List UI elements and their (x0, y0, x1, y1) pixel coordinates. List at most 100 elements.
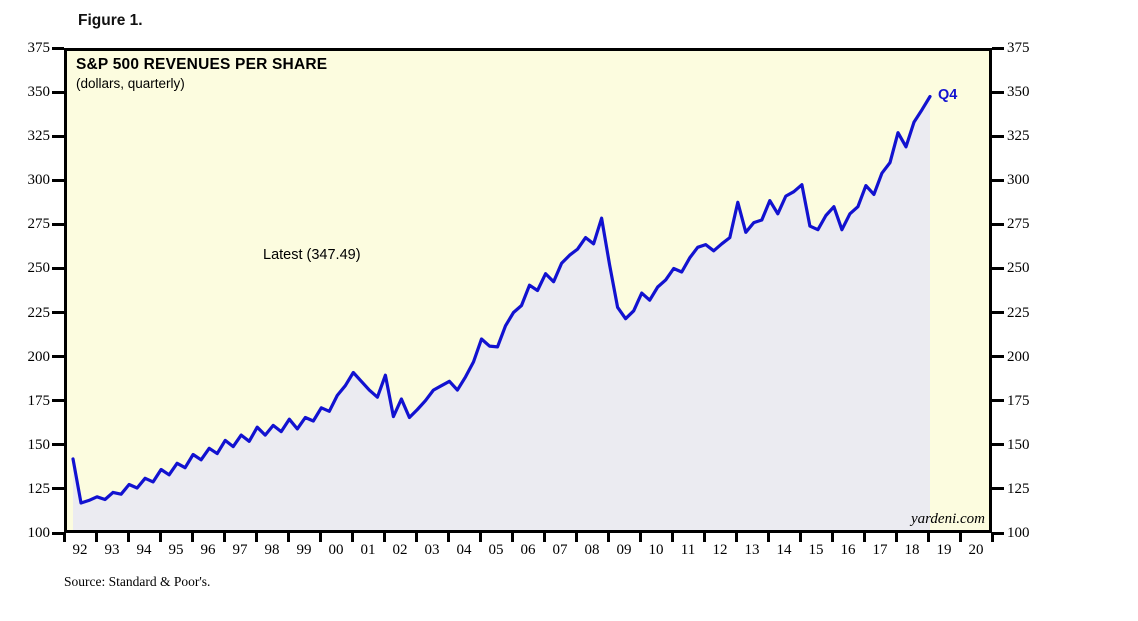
x-axis-tick (190, 533, 194, 542)
chart-subtitle: (dollars, quarterly) (76, 76, 185, 91)
x-axis-tick (734, 533, 738, 542)
y-axis-label-left: 175 (27, 392, 51, 409)
y-axis-tick-left (52, 487, 64, 491)
x-axis-tick (606, 533, 610, 542)
x-axis-tick (158, 533, 162, 542)
x-axis-label: 96 (200, 542, 216, 558)
x-axis-label: 12 (712, 542, 728, 558)
x-axis-label: 99 (296, 542, 312, 558)
x-axis-label: 08 (584, 542, 600, 558)
chart-title: S&P 500 REVENUES PER SHARE (76, 56, 328, 73)
x-axis-tick (94, 533, 98, 542)
y-axis-label-left: 275 (27, 216, 51, 233)
x-axis-label: 00 (328, 542, 344, 558)
y-axis-label-left: 100 (27, 525, 51, 541)
y-axis-tick-right (992, 311, 1004, 315)
x-axis-label: 01 (360, 542, 376, 558)
y-axis-tick-right (992, 134, 1004, 138)
x-axis-label: 03 (424, 542, 440, 558)
chart-plot-area: S&P 500 REVENUES PER SHARE (dollars, qua… (64, 48, 992, 533)
figure-label: Figure 1. (78, 12, 143, 29)
x-axis-tick (478, 533, 482, 542)
x-axis-label: 19 (936, 542, 952, 558)
y-axis-tick-right (992, 487, 1004, 491)
x-axis-label: 10 (648, 542, 664, 558)
y-axis-tick-right (992, 399, 1004, 403)
y-axis-label-right: 275 (1007, 216, 1030, 233)
x-axis-label: 14 (776, 542, 792, 558)
x-axis-label: 09 (616, 542, 632, 558)
y-axis-tick-left (52, 222, 64, 226)
x-axis-tick (702, 533, 706, 542)
y-axis-tick-right (992, 90, 1004, 94)
x-axis-label: 02 (392, 542, 408, 558)
x-axis-tick (318, 533, 322, 542)
x-axis-label: 06 (520, 542, 536, 558)
revenue-line-chart (71, 94, 932, 530)
y-axis-tick-left (52, 90, 64, 94)
y-axis-label-right: 325 (1007, 128, 1030, 145)
y-axis-tick-left (52, 355, 64, 359)
y-axis-tick-left (52, 134, 64, 138)
y-axis-tick-right (992, 178, 1004, 182)
x-axis-label: 15 (808, 542, 824, 558)
y-axis-label-right: 200 (1007, 348, 1030, 365)
x-axis-tick (62, 533, 66, 542)
y-axis-label-left: 325 (27, 128, 51, 145)
x-axis-tick (958, 533, 962, 542)
x-axis-tick (254, 533, 258, 542)
y-axis-label-left: 200 (27, 348, 51, 365)
x-axis-label: 11 (680, 542, 696, 558)
x-axis-tick (510, 533, 514, 542)
x-axis-tick (798, 533, 802, 542)
x-axis-tick (382, 533, 386, 542)
x-axis-label: 04 (456, 542, 472, 558)
y-axis-tick-right (992, 222, 1004, 226)
y-axis-tick-right (992, 443, 1004, 447)
x-axis-label: 93 (104, 542, 120, 558)
x-axis-tick (222, 533, 226, 542)
x-axis-label: 17 (872, 542, 888, 558)
y-axis-label-right: 100 (1007, 525, 1030, 541)
y-axis-tick-left (52, 266, 64, 270)
y-axis-tick-left (52, 46, 64, 50)
x-axis-tick (446, 533, 450, 542)
y-axis-label-right: 350 (1007, 84, 1030, 101)
y-axis-label-left: 250 (27, 260, 51, 277)
y-axis-tick-right (992, 531, 1004, 535)
x-axis-tick (894, 533, 898, 542)
y-axis-label-left: 300 (27, 172, 51, 189)
x-axis-tick (126, 533, 130, 542)
series-end-label-q4: Q4 (938, 87, 958, 103)
revenue-series-line (71, 94, 932, 505)
x-axis-label: 92 (72, 542, 88, 558)
y-axis-label-left: 350 (27, 84, 51, 101)
y-axis-tick-left (52, 311, 64, 315)
source-note: Source: Standard & Poor's. (64, 574, 211, 589)
y-axis-label-left: 225 (27, 304, 51, 321)
x-axis-tick (862, 533, 866, 542)
x-axis-tick (830, 533, 834, 542)
x-axis-tick (286, 533, 290, 542)
x-axis-tick (350, 533, 354, 542)
y-axis-tick-left (52, 531, 64, 535)
y-axis-label-right: 300 (1007, 172, 1030, 189)
y-axis-label-right: 225 (1007, 304, 1030, 321)
x-axis-tick (926, 533, 930, 542)
y-axis-label-right: 250 (1007, 260, 1030, 277)
x-axis-tick (766, 533, 770, 542)
x-axis-tick (414, 533, 418, 542)
x-axis-tick (574, 533, 578, 542)
latest-value-annotation: Latest (347.49) (263, 247, 361, 263)
x-axis-tick (670, 533, 674, 542)
y-axis-label-right: 375 (1007, 40, 1030, 56)
y-axis-label-right: 125 (1007, 480, 1030, 497)
y-axis-tick-right (992, 355, 1004, 359)
y-axis-tick-left (52, 178, 64, 182)
x-axis-label: 98 (264, 542, 280, 558)
x-axis-label: 05 (488, 542, 504, 558)
y-axis-tick-left (52, 399, 64, 403)
x-axis-label: 16 (840, 542, 856, 558)
x-axis-tick (990, 533, 994, 542)
